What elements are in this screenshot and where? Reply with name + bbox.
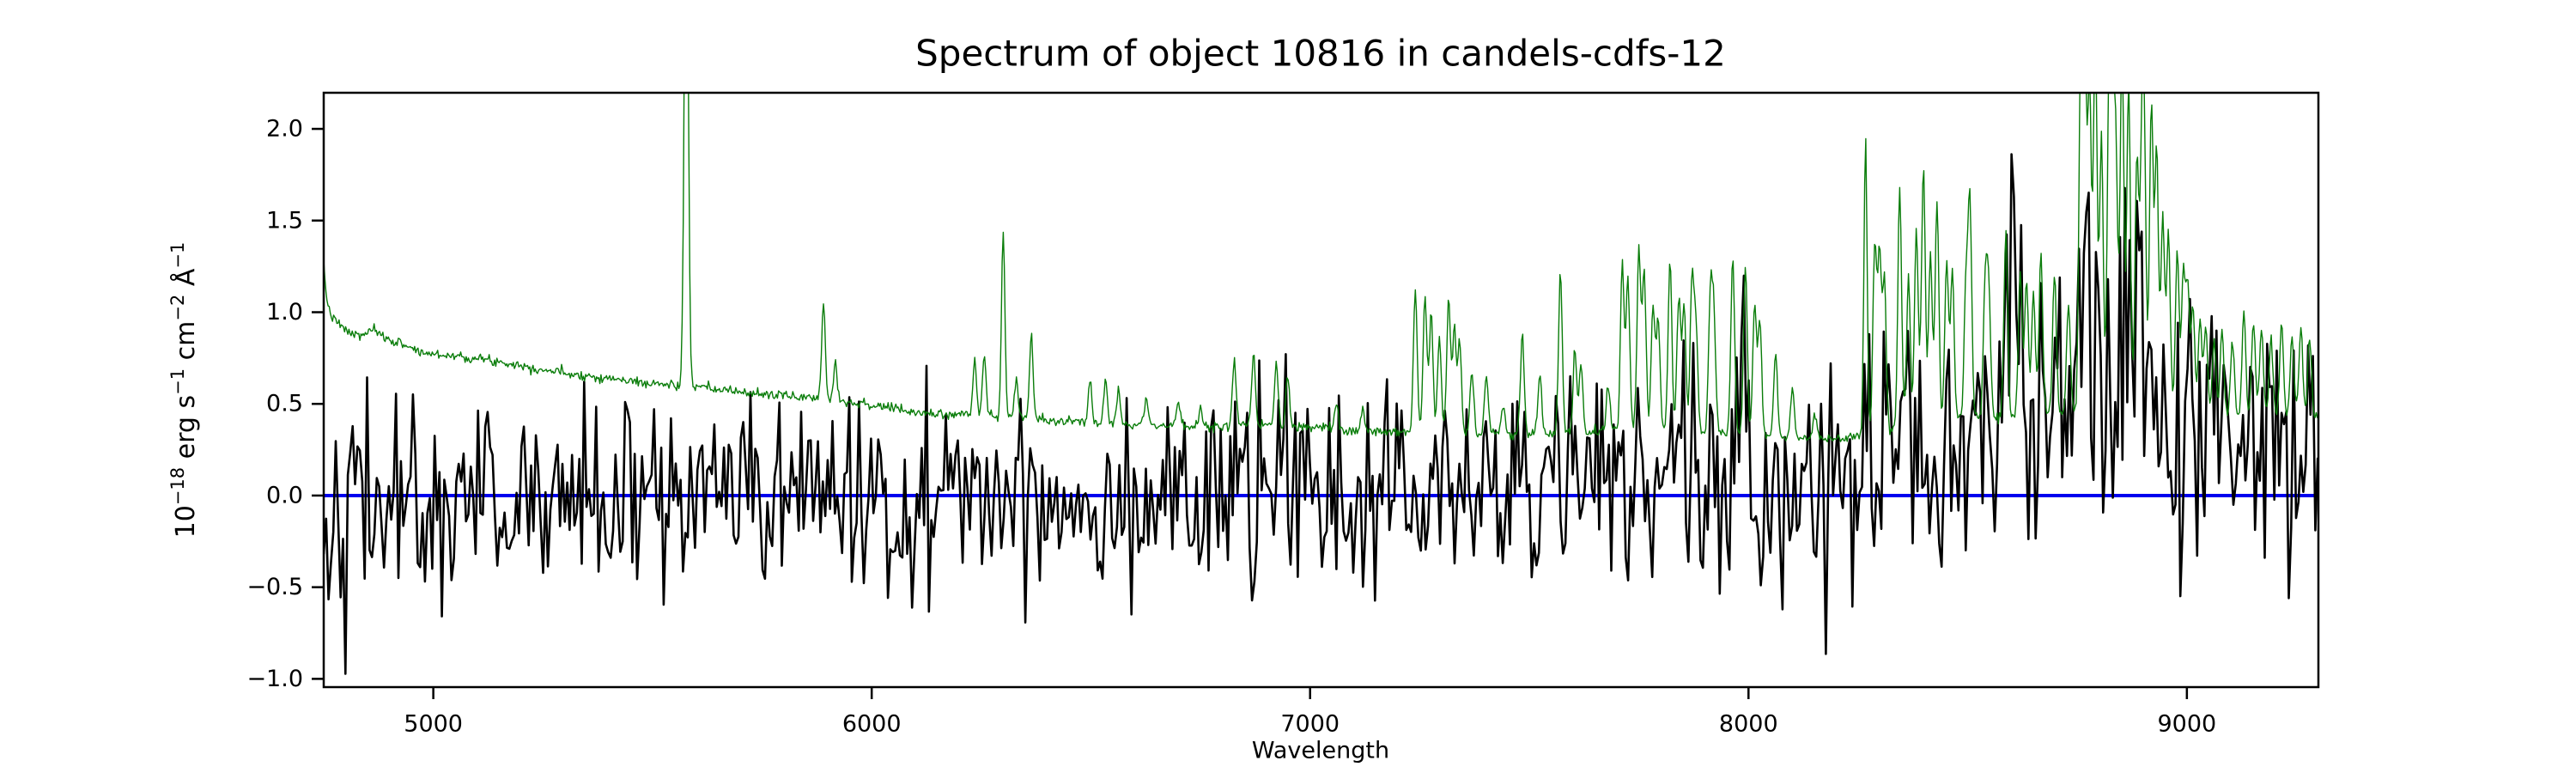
x-tick-label: 5000: [404, 711, 463, 738]
y-tick-label: 0.5: [266, 391, 303, 417]
x-tick-label: 9000: [2157, 711, 2216, 738]
x-tick-label: 7000: [1280, 711, 1340, 738]
y-tick-label: 1.0: [266, 299, 303, 326]
plot-area: 5000 6000 7000 8000 9000 −1.0 −0.5 0.0 0.5 1.0 1.5…: [246, 91, 2320, 738]
plot-title: Spectrum of object 10816 in candels-cdfs…: [915, 33, 1726, 75]
y-tick-label: −1.0: [246, 666, 303, 692]
y-tick-label: 1.5: [266, 207, 303, 234]
axes-frame: [322, 91, 2320, 689]
object-flux-line: [324, 153, 2318, 675]
noise-spectrum-line: [324, 93, 2318, 442]
y-tick-label: 0.0: [266, 482, 303, 508]
y-tick-label: 2.0: [266, 116, 303, 143]
y-tick-label: −0.5: [246, 574, 303, 600]
x-axis-label: Wavelength: [1252, 738, 1389, 764]
y-axis-label: 10−18 erg s−1 cm−2 Å−1: [167, 242, 201, 539]
x-tick-label: 6000: [842, 711, 902, 738]
x-tick-label: 8000: [1719, 711, 1778, 738]
data-lines: [324, 93, 2318, 675]
